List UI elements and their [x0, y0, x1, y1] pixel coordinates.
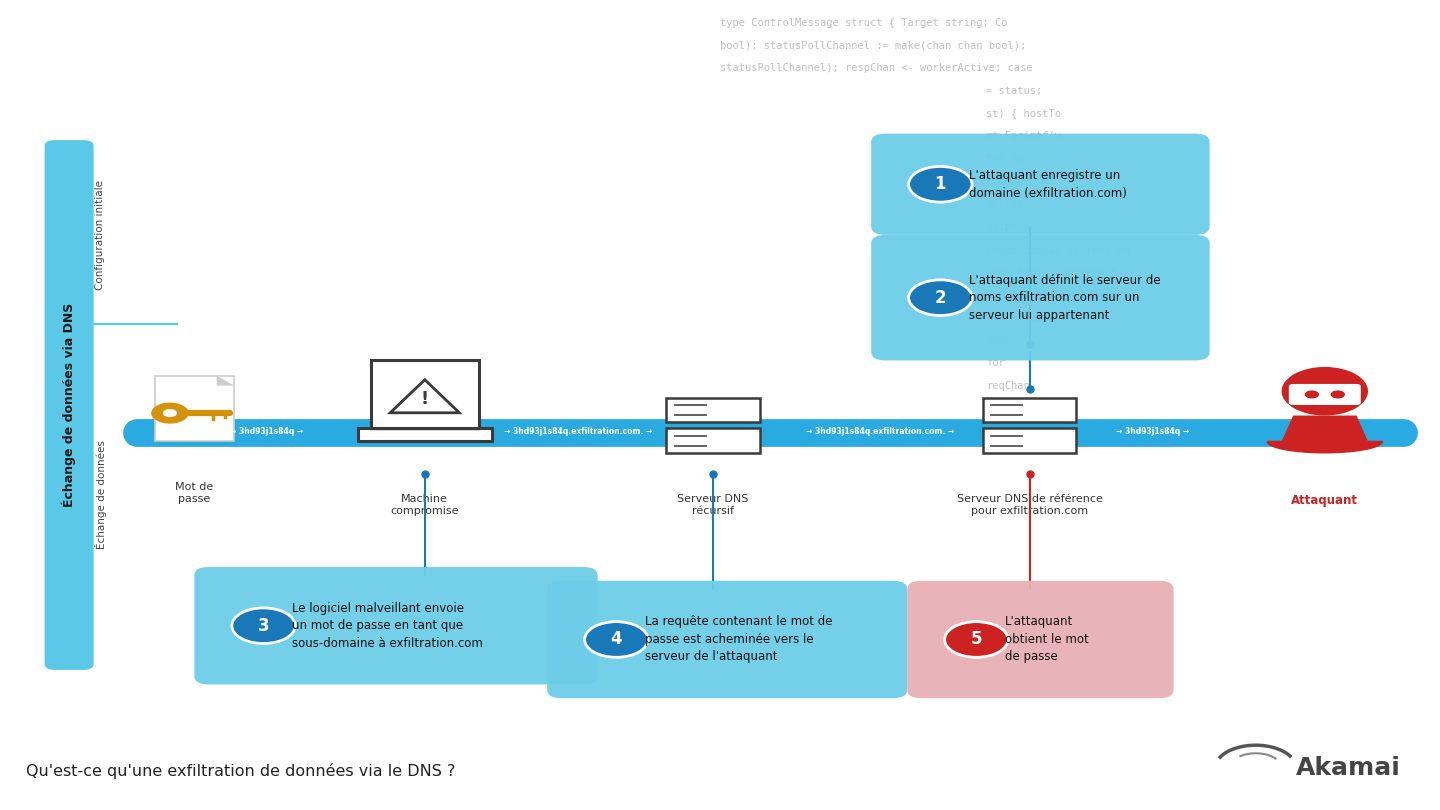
Text: ACTIVE": ACTIVE"	[986, 199, 1030, 209]
Text: Attaquant: Attaquant	[1292, 494, 1358, 507]
Text: Mot de
passe: Mot de passe	[176, 482, 213, 505]
Text: 3: 3	[258, 616, 269, 635]
Circle shape	[163, 409, 177, 417]
FancyBboxPatch shape	[156, 376, 233, 441]
Circle shape	[151, 403, 189, 424]
FancyBboxPatch shape	[45, 140, 94, 670]
Text: → 3hd93j1s84q.exfiltration.com. →: → 3hd93j1s84q.exfiltration.com. →	[504, 427, 652, 437]
FancyBboxPatch shape	[547, 581, 907, 698]
Text: type ControlMessage struct { Target string; Co: type ControlMessage struct { Target stri…	[720, 18, 1008, 28]
FancyBboxPatch shape	[372, 360, 478, 429]
Text: L'attaquant enregistre un
domaine (exfiltration.com): L'attaquant enregistre un domaine (exfil…	[969, 169, 1128, 199]
Polygon shape	[1267, 441, 1382, 453]
Text: Qu'est-ce qu'une exfiltration de données via le DNS ?: Qu'est-ce qu'une exfiltration de données…	[26, 763, 455, 779]
Polygon shape	[1282, 416, 1368, 441]
FancyBboxPatch shape	[665, 428, 760, 453]
FancyBboxPatch shape	[665, 398, 760, 422]
Text: workerActive; case msg :=: workerActive; case msg :=	[986, 290, 1143, 300]
Text: for: for	[986, 358, 1005, 368]
Text: Serveur DNS de référence
pour exfiltration.com: Serveur DNS de référence pour exfiltrati…	[956, 494, 1103, 517]
Text: bool); statusPollChannel := make(chan chan bool);: bool); statusPollChannel := make(chan ch…	[720, 40, 1027, 50]
Text: = status;: = status;	[986, 86, 1043, 96]
Text: !: !	[420, 390, 429, 407]
FancyBboxPatch shape	[1289, 384, 1361, 405]
Text: Échange de données: Échange de données	[95, 440, 107, 548]
Text: });pa: });pa	[986, 222, 1018, 232]
Text: → 3hd93j1s84q.exfiltration.com. →: → 3hd93j1s84q.exfiltration.com. →	[806, 427, 955, 437]
Text: Count int64; }; func ma: Count int64; }; func ma	[986, 245, 1130, 254]
Polygon shape	[390, 380, 459, 413]
Text: eqChan: eqChan	[986, 177, 1024, 186]
FancyBboxPatch shape	[871, 134, 1210, 235]
Text: st) { hostTo: st) { hostTo	[986, 109, 1061, 118]
Text: 1: 1	[935, 175, 946, 194]
Text: 4: 4	[611, 630, 622, 649]
Text: Machine
compromise: Machine compromise	[390, 494, 459, 517]
Text: statusPollChannel); respChan <- workerActive; case: statusPollChannel); respChan <- workerAc…	[720, 63, 1032, 73]
Text: 2: 2	[935, 288, 946, 307]
Text: mt.Fprintf(w,: mt.Fprintf(w,	[986, 131, 1067, 141]
Text: Configuration initiale: Configuration initiale	[95, 180, 105, 290]
Circle shape	[585, 622, 648, 658]
FancyBboxPatch shape	[907, 581, 1174, 698]
FancyBboxPatch shape	[357, 428, 492, 441]
Text: Akamai: Akamai	[1296, 756, 1401, 780]
Circle shape	[1305, 390, 1319, 399]
Text: L'attaquant définit le serveur de
noms exfiltration.com sur un
serveur lui appar: L'attaquant définit le serveur de noms e…	[969, 274, 1161, 322]
Circle shape	[232, 608, 295, 643]
Text: Serveur DNS
récursif: Serveur DNS récursif	[677, 494, 749, 517]
Circle shape	[945, 622, 1008, 658]
FancyBboxPatch shape	[871, 235, 1210, 360]
FancyBboxPatch shape	[194, 567, 598, 684]
FancyBboxPatch shape	[982, 398, 1077, 422]
Polygon shape	[216, 376, 233, 386]
Circle shape	[909, 166, 972, 202]
Text: for Ta: for Ta	[986, 154, 1024, 164]
FancyBboxPatch shape	[982, 428, 1077, 453]
Circle shape	[1331, 390, 1345, 399]
Text: Échange de données via DNS: Échange de données via DNS	[62, 303, 76, 507]
Text: func admini: func admini	[986, 313, 1056, 322]
Text: reqChan: reqChan	[986, 381, 1030, 390]
Text: L'attaquant
obtient le mot
de passe: L'attaquant obtient le mot de passe	[1005, 616, 1089, 663]
Circle shape	[909, 280, 972, 316]
Text: → 3hd93j1s84q →: → 3hd93j1s84q →	[230, 427, 304, 437]
Circle shape	[1282, 367, 1368, 416]
Text: chan bool); workerAct: chan bool); workerAct	[986, 267, 1117, 277]
Text: 5: 5	[971, 630, 982, 649]
Text: La requête contenant le mot de
passe est acheminée vers le
serveur de l'attaquan: La requête contenant le mot de passe est…	[645, 616, 832, 663]
Text: → 3hd93j1s84q →: → 3hd93j1s84q →	[1116, 427, 1189, 437]
Text: Le logiciel malveillant envoie
un mot de passe en tant que
sous-domaine à exfilt: Le logiciel malveillant envoie un mot de…	[292, 602, 484, 650]
Text: func: func	[986, 335, 1011, 345]
